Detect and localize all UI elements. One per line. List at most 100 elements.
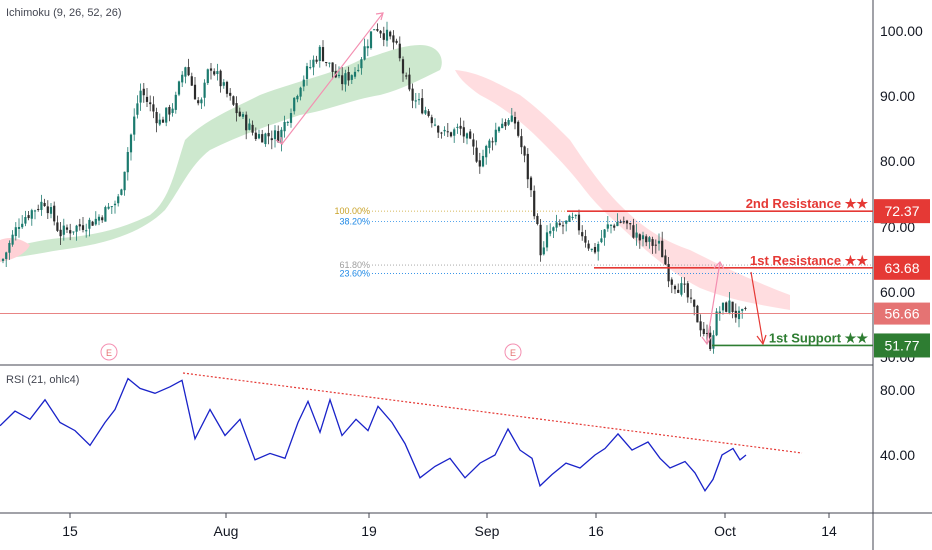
candle [641,231,645,247]
candle [347,66,350,86]
candle-body [152,104,155,112]
candle-body [193,84,197,100]
candle [568,214,571,222]
candle-body [661,240,664,258]
candle-body [216,71,219,75]
candle [21,215,24,229]
candle [165,107,168,127]
candle [581,225,584,241]
candle-body [379,30,382,34]
candle [590,248,593,252]
candle [251,120,254,136]
candle [427,108,430,118]
candle-body [344,73,347,85]
fib-level[interactable]: 38.20% [339,216,873,226]
candle [600,230,603,244]
candle [414,92,417,109]
earnings-marker-label: E [510,348,516,358]
arrow-head-icon [756,334,767,346]
candle-body [184,67,187,77]
candle [65,224,69,233]
price-level[interactable]: 1st Resistance ★★ 63.68 [594,253,930,280]
candle-body [235,103,238,114]
candle-body [494,129,497,143]
candle-body [40,201,43,210]
candle [485,144,488,165]
candle [209,63,213,80]
candle [363,38,366,61]
candle-body [507,120,510,125]
candle-body [161,119,165,123]
candle [120,188,123,196]
candle-body [619,221,622,223]
fib-label: 61.80% [339,260,370,270]
candle-body [728,300,731,313]
earnings-marker-icon[interactable] [100,343,118,361]
projection-arrows[interactable] [275,12,767,346]
candle [648,235,651,249]
earnings-markers[interactable]: E E [100,343,522,361]
candle-body [187,67,190,76]
candle [193,76,197,100]
candle-body [449,132,453,137]
candle [731,301,734,319]
support-resistance-levels[interactable]: 2nd Resistance ★★ 72.37 1st Resistance ★★ 6… [567,196,930,358]
candle-body [245,114,248,131]
candle-body [568,215,571,222]
candle-body [145,96,149,102]
candle-body [363,46,366,60]
fib-level[interactable]: 23.60% [339,269,873,279]
candle-body [427,111,430,116]
candle-body [11,234,14,245]
candle-body [721,302,725,311]
candle-body [318,46,321,61]
candle-body [88,219,91,229]
arrow-line[interactable] [706,261,721,343]
arrow-head-icon [701,336,712,346]
candle [101,215,104,223]
price-level[interactable]: 2nd Resistance ★★ 72.37 [567,196,930,224]
candle-body [129,134,133,153]
candle-body [315,59,318,62]
candle-body [485,145,488,158]
candle-body [440,132,443,134]
candle [91,220,94,226]
candle-body [213,71,216,75]
candle [379,30,382,39]
candle-body [677,289,680,293]
candle-body [715,311,718,336]
candle-body [197,100,200,104]
candle [299,86,302,101]
candle [597,241,600,261]
candle-body [312,59,315,68]
fib-level[interactable]: 61.80% [339,260,873,270]
candle-body [62,225,65,235]
arrow-line[interactable] [281,12,384,145]
candle [110,206,113,214]
candle [475,140,478,163]
candle-body [411,88,414,101]
arrow-line[interactable] [750,271,764,344]
candle [430,114,433,128]
fib-label: 100.00% [334,206,370,216]
candle-body [558,223,561,225]
candle-body [481,155,485,167]
price-level[interactable]: 1st Support ★★ 51.77 [712,330,930,358]
earnings-marker-icon[interactable] [504,343,522,361]
candle [270,130,273,150]
candle-body [469,131,472,139]
candle [373,29,376,31]
candle-body [529,177,533,191]
candle [181,71,184,88]
candle-body [296,95,299,100]
price-tick: 80.00 [880,153,915,169]
candle-body [165,107,168,123]
candle [654,239,657,254]
candle [107,203,110,210]
candle-body [625,220,629,224]
rsi-trendline[interactable] [182,372,803,454]
candle [161,116,165,123]
candle-body [430,117,433,124]
